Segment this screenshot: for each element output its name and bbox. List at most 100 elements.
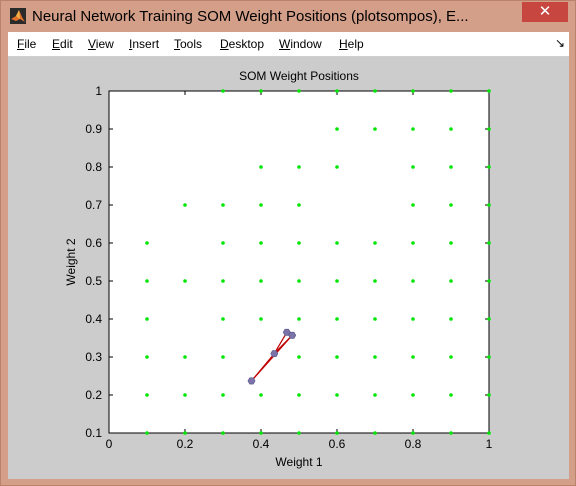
neuron-point [297, 241, 301, 245]
neuron-point [411, 431, 415, 435]
neuron-point [373, 127, 377, 131]
neuron-point [221, 89, 225, 93]
som-chart: SOM Weight Positions Weight 1 Weight 2 0… [64, 69, 493, 469]
neuron-point [335, 317, 339, 321]
y-tick-label: 0.8 [85, 160, 102, 174]
y-tick-label: 0.3 [85, 350, 102, 364]
close-button[interactable]: ✕ [522, 2, 568, 22]
axis-ticks: 0 0.2 0.4 0.6 0.8 1 0.1 0.2 0.3 0.4 0.5 0.6 0.7 0.8 0.… [85, 84, 492, 451]
x-axis-label: Weight 1 [275, 455, 322, 469]
neuron-point [487, 431, 491, 435]
neuron-point [297, 89, 301, 93]
weight-edge [273, 331, 288, 354]
neuron-point [297, 431, 301, 435]
neuron-point [373, 89, 377, 93]
neuron-point [221, 241, 225, 245]
neuron-point [373, 317, 377, 321]
y-tick-label: 0.7 [85, 198, 102, 212]
menu-desktop[interactable]: Desktop [220, 37, 265, 51]
axes-box [108, 90, 490, 434]
neuron-point [373, 241, 377, 245]
neuron-point [259, 89, 263, 93]
neuron-point [145, 279, 149, 283]
neuron-point [335, 393, 339, 397]
menu-help[interactable]: Help [339, 37, 364, 51]
neuron-point [259, 203, 263, 207]
neuron-point [487, 317, 491, 321]
neuron-point [297, 317, 301, 321]
neuron-point [487, 165, 491, 169]
neuron-point [411, 203, 415, 207]
weight-neuron-marker [288, 331, 297, 339]
menu-window[interactable]: Window [279, 37, 322, 51]
x-tick-label: 0 [106, 437, 113, 451]
menu-edit[interactable]: Edit [52, 37, 73, 51]
neuron-point [335, 241, 339, 245]
y-tick-label: 0.4 [85, 312, 102, 326]
neuron-point [145, 355, 149, 359]
y-axis-label: Weight 2 [64, 238, 78, 285]
neuron-point [411, 317, 415, 321]
neuron-point [259, 279, 263, 283]
neuron-point [259, 165, 263, 169]
neuron-point [411, 279, 415, 283]
x-tick-label: 0.4 [253, 437, 270, 451]
menu-insert[interactable]: Insert [129, 37, 160, 51]
x-tick-label: 0.6 [329, 437, 346, 451]
x-tick-label: 0.8 [405, 437, 422, 451]
neuron-point [183, 393, 187, 397]
neuron-point [221, 431, 225, 435]
neuron-point [221, 203, 225, 207]
neuron-point [411, 355, 415, 359]
neuron-point [449, 127, 453, 131]
neuron-point [487, 279, 491, 283]
y-tick-label: 0.6 [85, 236, 102, 250]
neuron-point [449, 317, 453, 321]
dock-arrow-icon[interactable]: ↘ [555, 36, 566, 50]
neuron-point [259, 317, 263, 321]
neuron-point [297, 355, 301, 359]
figure-canvas: SOM Weight Positions Weight 1 Weight 2 0… [8, 57, 569, 479]
chart-marks [145, 89, 491, 435]
neuron-point [373, 393, 377, 397]
chart-title: SOM Weight Positions [239, 69, 359, 83]
neuron-point [221, 317, 225, 321]
neuron-point [335, 89, 339, 93]
neuron-point [335, 127, 339, 131]
neuron-point [335, 165, 339, 169]
neuron-point [411, 89, 415, 93]
neuron-point [259, 241, 263, 245]
x-tick-label: 1 [486, 437, 493, 451]
neuron-point [221, 393, 225, 397]
window-title: Neural Network Training SOM Weight Posit… [32, 8, 469, 25]
neuron-point [335, 431, 339, 435]
menu-file[interactable]: File [17, 37, 37, 51]
neuron-point [449, 203, 453, 207]
neuron-point [449, 165, 453, 169]
neuron-point [487, 393, 491, 397]
neuron-point [487, 203, 491, 207]
neuron-point [297, 203, 301, 207]
menu-tools[interactable]: Tools [174, 37, 203, 51]
y-tick-label: 1 [95, 84, 102, 98]
neuron-point [449, 355, 453, 359]
neuron-point [297, 279, 301, 283]
neuron-point [487, 355, 491, 359]
neuron-point [411, 165, 415, 169]
menu-bar: File Edit View Insert Tools Desktop Wind… [8, 32, 569, 57]
neuron-point [373, 431, 377, 435]
neuron-point [297, 165, 301, 169]
neuron-point [487, 89, 491, 93]
neuron-point [221, 355, 225, 359]
menu-view[interactable]: View [88, 37, 114, 51]
y-tick-label: 0.2 [85, 388, 102, 402]
neuron-point [373, 355, 377, 359]
neuron-point [335, 279, 339, 283]
neuron-point [145, 317, 149, 321]
title-bar[interactable]: Neural Network Training SOM Weight Posit… [1, 1, 575, 32]
neuron-point [259, 393, 263, 397]
neuron-point [145, 431, 149, 435]
weight-edge [273, 334, 293, 354]
neuron-point [449, 393, 453, 397]
